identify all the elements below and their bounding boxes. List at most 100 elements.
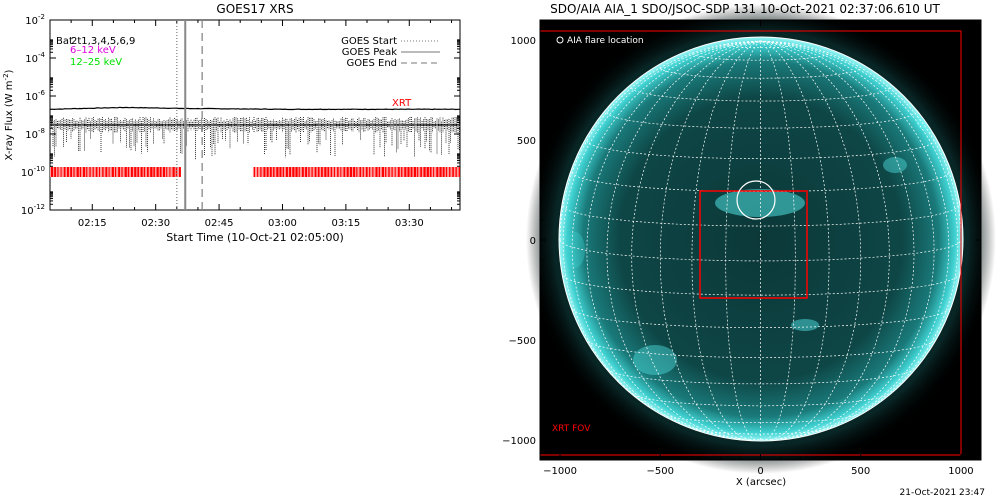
- xrt-coverage-stripe: [292, 167, 295, 177]
- longitude-line: [760, 40, 935, 438]
- xrt-coverage-stripe: [458, 167, 460, 177]
- xrt-coverage-stripe: [51, 167, 54, 177]
- xrt-coverage-stripe: [295, 167, 298, 177]
- aia-y-tick-label: 0: [530, 236, 536, 247]
- xrt-coverage-stripe: [401, 167, 403, 177]
- xrt-coverage-stripe: [115, 167, 117, 177]
- aia-x-tick-label: −500: [647, 466, 674, 477]
- xrt-coverage-stripe: [57, 167, 59, 177]
- xrt-coverage-stripe: [63, 167, 66, 177]
- active-region-east-limb: [565, 232, 585, 268]
- xrt-coverage-stripe: [118, 167, 120, 177]
- legend-goes-end: GOES End: [347, 58, 397, 69]
- xrt-coverage-stripe: [111, 167, 114, 177]
- xrt-label: XRT: [392, 98, 412, 109]
- longitude-line: [659, 40, 761, 440]
- active-region-west: [883, 157, 907, 173]
- aia-y-tick-label: 500: [517, 136, 536, 147]
- xrt-coverage-stripe: [76, 167, 79, 177]
- goes-y-tick-label: 10-2: [25, 13, 45, 27]
- xrt-coverage-stripe: [305, 167, 307, 177]
- longitude-line: [760, 40, 959, 410]
- xrt-coverage-stripe: [349, 167, 352, 177]
- aia-x-tick-label: −1000: [543, 466, 577, 477]
- xrt-coverage-stripe: [276, 167, 279, 177]
- xrt-coverage-stripe: [95, 167, 98, 177]
- xrt-coverage-stripe: [407, 167, 410, 177]
- xrt-coverage-stripe: [169, 167, 171, 177]
- goes-lower-channel-trace: [50, 117, 460, 160]
- goes-x-tick-label: 02:30: [141, 218, 170, 229]
- xrt-coverage-stripe: [369, 167, 371, 177]
- solar-disk: [559, 37, 963, 441]
- xrt-coverage-stripe: [449, 167, 451, 177]
- legend-goes-start: GOES Start: [341, 36, 397, 47]
- xrt-coverage-stripe: [137, 167, 139, 177]
- longitude-line: [725, 40, 761, 441]
- xrt-coverage-stripe: [266, 167, 269, 177]
- xrt-coverage-stripe: [260, 167, 262, 177]
- goes-legend: GOES Start GOES Peak GOES End: [341, 36, 440, 69]
- goes-x-tick-label: 02:45: [205, 218, 234, 229]
- xrt-coverage-stripe: [172, 167, 175, 177]
- latitude-line: [559, 239, 962, 262]
- xrt-coverage-stripe: [330, 167, 333, 177]
- goes-lower-channel-noise: [50, 117, 460, 160]
- xrt-coverage-stripe: [337, 167, 339, 177]
- xrt-coverage-stripe: [314, 167, 317, 177]
- xrt-coverage-stripe: [365, 167, 368, 177]
- xrt-coverage-stripe: [452, 167, 454, 177]
- xrt-coverage-stripe: [439, 167, 442, 177]
- legend-goes-peak: GOES Peak: [342, 47, 397, 58]
- solar-limb: [558, 36, 964, 442]
- aia-y-tick-label: −500: [509, 336, 536, 347]
- xrt-coverage-stripe: [423, 167, 426, 177]
- xrt-coverage-stripe: [442, 167, 445, 177]
- xrt-coverage-stripe: [102, 167, 104, 177]
- xrt-coverage-stripe: [308, 167, 310, 177]
- xrt-coverage-stripe: [153, 167, 155, 177]
- xrt-coverage-stripe: [273, 167, 275, 177]
- xrt-coverage-stripe: [163, 167, 165, 177]
- xrt-coverage-stripe: [282, 167, 284, 177]
- longitude-line: [760, 40, 830, 440]
- xrt-coverage-stripe: [289, 167, 291, 177]
- xrt-coverage-stripe: [73, 167, 75, 177]
- energy-label-12-25: 12–25 keV: [70, 57, 122, 68]
- xrt-coverage-stripe: [388, 167, 390, 177]
- channel-label-b: 2t1,3,4,5,6,9: [71, 36, 135, 47]
- xrt-coverage-stripe: [359, 167, 362, 177]
- active-region-southeast: [633, 345, 677, 375]
- xrt-coverage-stripe: [378, 167, 380, 177]
- xrt-coverage-stripe: [257, 167, 259, 177]
- xrt-coverage-stripe: [413, 167, 417, 177]
- goes-x-tick-label: 03:00: [268, 218, 297, 229]
- xrt-coverage-stripe: [108, 167, 110, 177]
- xrt-coverage-stripe: [134, 167, 137, 177]
- xrt-coverage-stripe: [147, 167, 149, 177]
- xrt-coverage-stripe: [394, 167, 396, 177]
- xrt-coverage-stripe: [263, 167, 266, 177]
- xrt-coverage-stripe: [372, 167, 374, 177]
- latitude-line: [662, 414, 859, 424]
- xrt-coverage-stripe: [279, 167, 282, 177]
- longitude-line: [760, 40, 962, 241]
- longitude-line: [760, 40, 862, 440]
- xrt-coverage-stripe: [391, 167, 393, 177]
- goes-title: GOES17 XRS: [216, 2, 293, 16]
- xrt-coverage-stripe: [127, 167, 130, 177]
- xrt-coverage-stripe: [150, 167, 153, 177]
- goes-x-axis: 02:15 02:30 02:45 03:00 03:15 03:30: [70, 20, 453, 229]
- goes-panel: GOES17 XRS 10-12 10-10 10-8 10-6 10-4 10-2 02…: [2, 2, 461, 244]
- longitude-line: [760, 40, 796, 441]
- xrt-coverage-stripe: [285, 167, 288, 177]
- xrt-coverage-stripe: [253, 167, 255, 177]
- goes-y-tick-label: 10-8: [25, 127, 45, 141]
- goes-x-label: Start Time (10-Oct-21 02:05:00): [166, 231, 344, 244]
- xrt-coverage-stripe: [99, 167, 100, 177]
- xrt-coverage-stripe: [317, 167, 320, 177]
- xrt-coverage-stripe: [429, 167, 432, 177]
- goes-y-tick-label: 10-12: [21, 203, 45, 217]
- goes-event-markers: [176, 20, 203, 210]
